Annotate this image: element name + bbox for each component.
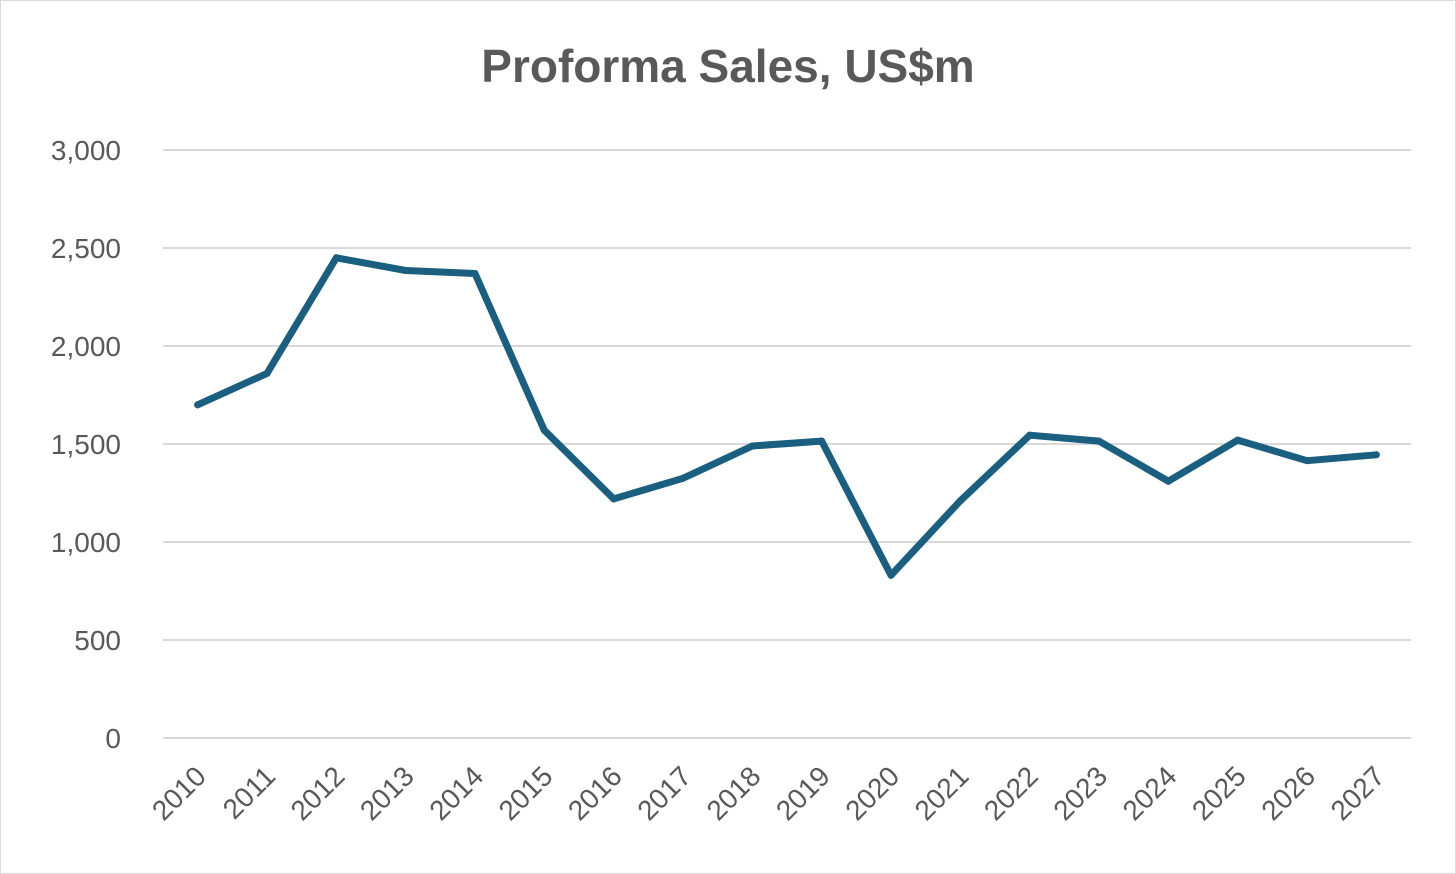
data-point — [1095, 437, 1103, 445]
y-tick-label: 3,000 — [51, 135, 121, 166]
x-tick-label: 2022 — [978, 760, 1044, 826]
series-layer — [194, 254, 1380, 579]
x-tick-label: 2023 — [1047, 760, 1113, 826]
x-tick-label: 2027 — [1325, 760, 1391, 826]
x-tick-label: 2025 — [1186, 760, 1252, 826]
data-point — [1303, 457, 1311, 465]
data-point — [679, 474, 687, 482]
x-tick-label: 2010 — [146, 760, 212, 826]
y-tick-label: 1,500 — [51, 429, 121, 460]
series-line — [194, 254, 1380, 579]
data-point — [194, 401, 202, 409]
data-point — [1164, 477, 1172, 485]
x-tick-label: 2013 — [354, 760, 420, 826]
data-point — [1026, 431, 1034, 439]
data-point — [1234, 436, 1242, 444]
x-tick-label: 2019 — [770, 760, 836, 826]
x-tick-label: 2012 — [285, 760, 351, 826]
data-point — [887, 571, 895, 579]
y-tick-label: 0 — [105, 723, 121, 754]
data-point — [263, 369, 271, 377]
x-tick-label: 2024 — [1117, 760, 1183, 826]
y-axis-tick-labels: 0 500 1,000 1,500 2,000 2,500 3,000 — [51, 135, 121, 754]
x-tick-label: 2021 — [909, 760, 975, 826]
y-tick-label: 1,000 — [51, 527, 121, 558]
x-tick-label: 2016 — [562, 760, 628, 826]
data-point — [332, 254, 340, 262]
y-tick-label: 2,500 — [51, 233, 121, 264]
data-point — [818, 437, 826, 445]
data-point — [956, 497, 964, 505]
x-tick-label: 2018 — [701, 760, 767, 826]
gridlines — [163, 149, 1411, 739]
data-point — [1372, 451, 1380, 459]
x-tick-label: 2014 — [423, 760, 489, 826]
data-point — [610, 495, 618, 503]
data-point — [748, 442, 756, 450]
data-point — [540, 426, 548, 434]
x-tick-label: 2015 — [493, 760, 559, 826]
x-tick-label: 2011 — [217, 760, 282, 825]
data-point — [402, 267, 410, 275]
data-point — [471, 269, 479, 277]
chart-title: Proforma Sales, US$m — [481, 40, 975, 92]
x-tick-label: 2017 — [631, 760, 697, 826]
x-tick-label: 2020 — [839, 760, 905, 826]
y-tick-label: 2,000 — [51, 331, 121, 362]
x-axis-tick-labels: 2010 2011 2012 2013 2014 2015 2016 2017 2018 2019… — [146, 760, 1391, 826]
y-tick-label: 500 — [74, 625, 121, 656]
x-tick-label: 2026 — [1255, 760, 1321, 826]
